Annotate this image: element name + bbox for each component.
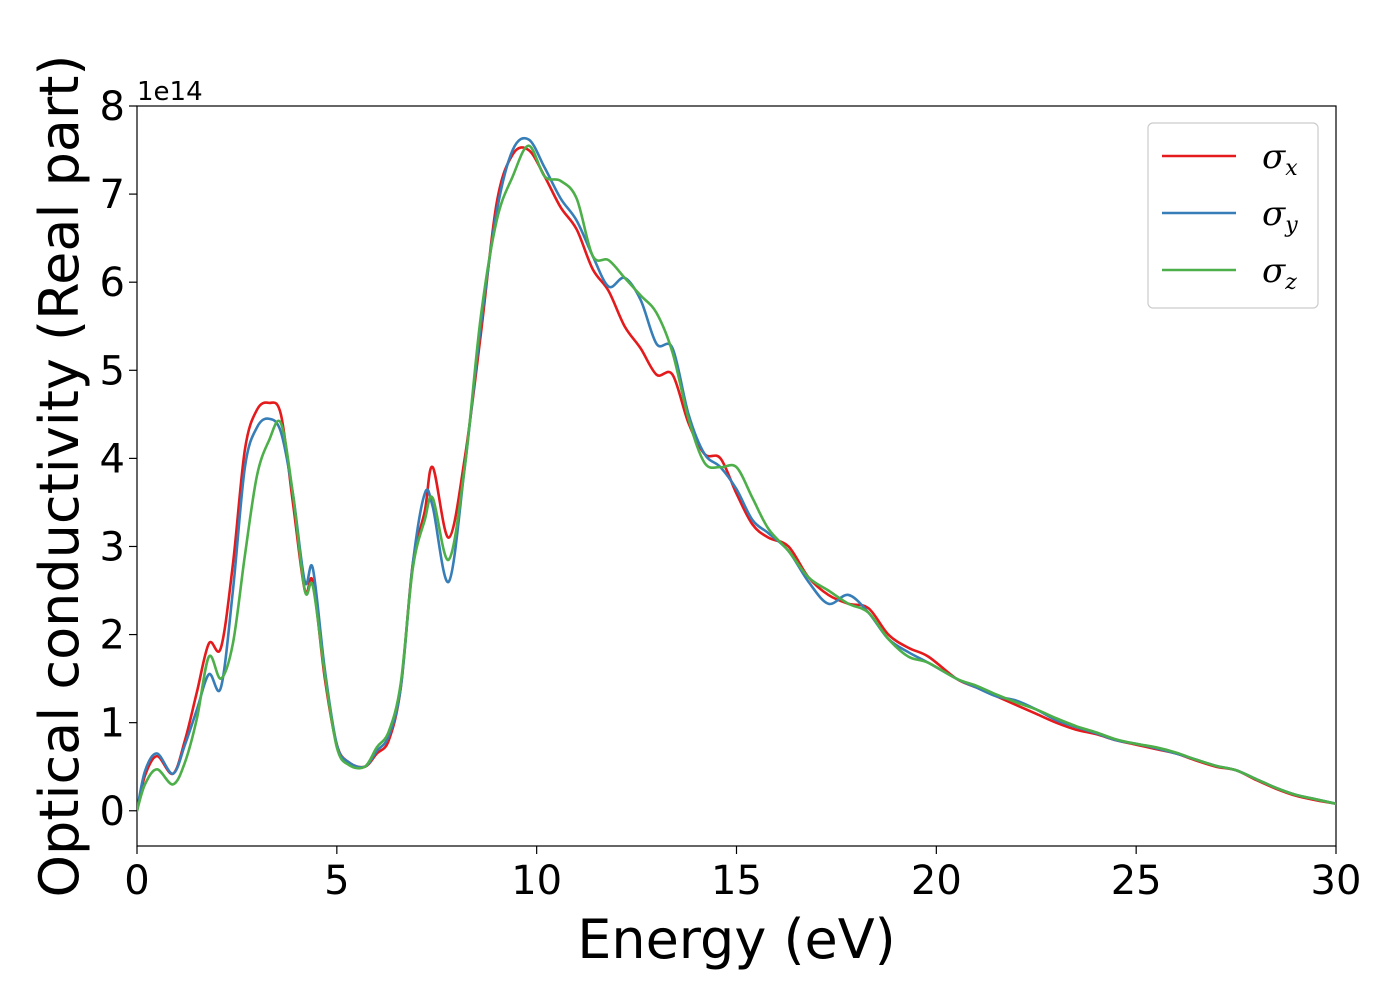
legend-label-z: σz xyxy=(1262,251,1297,295)
y-tick-label: 3 xyxy=(100,524,125,570)
y-offset-label: 1e14 xyxy=(137,77,203,107)
x-axis-title: Energy (eV) xyxy=(577,908,896,971)
legend-label-x: σx xyxy=(1262,137,1298,181)
legend-subscript: x xyxy=(1285,156,1298,181)
legend-symbol: σ xyxy=(1262,251,1286,291)
legend-subscript: y xyxy=(1284,213,1298,238)
x-tick-label: 10 xyxy=(511,858,562,904)
y-tick-label: 0 xyxy=(100,789,125,835)
legend-label-y: σy xyxy=(1262,194,1298,238)
y-axis-ticks: 0 1 2 3 4 5 6 7 8 xyxy=(100,84,137,835)
y-tick-label: 2 xyxy=(100,613,125,659)
x-axis-ticks: 0 5 10 15 20 25 30 xyxy=(124,846,1361,904)
y-tick-label: 6 xyxy=(100,260,125,306)
x-tick-label: 20 xyxy=(911,858,962,904)
y-tick-label: 1 xyxy=(100,701,125,747)
y-tick-label: 4 xyxy=(100,436,125,482)
x-tick-label: 30 xyxy=(1311,858,1362,904)
legend-subscript: z xyxy=(1284,270,1297,295)
y-tick-label: 8 xyxy=(100,84,125,130)
series-line-z xyxy=(137,144,1336,813)
legend-symbol: σ xyxy=(1262,194,1286,234)
x-tick-label: 5 xyxy=(324,858,349,904)
y-tick-label: 5 xyxy=(100,348,125,394)
y-tick-label: 7 xyxy=(100,172,125,218)
series-layer xyxy=(137,136,1336,813)
legend-box xyxy=(1147,122,1319,309)
x-tick-label: 25 xyxy=(1111,858,1162,904)
legend-symbol: σ xyxy=(1262,137,1286,177)
x-tick-label: 15 xyxy=(711,858,762,904)
x-tick-label: 0 xyxy=(124,858,149,904)
y-axis-title: Optical conductivity (Real part) xyxy=(28,55,91,898)
